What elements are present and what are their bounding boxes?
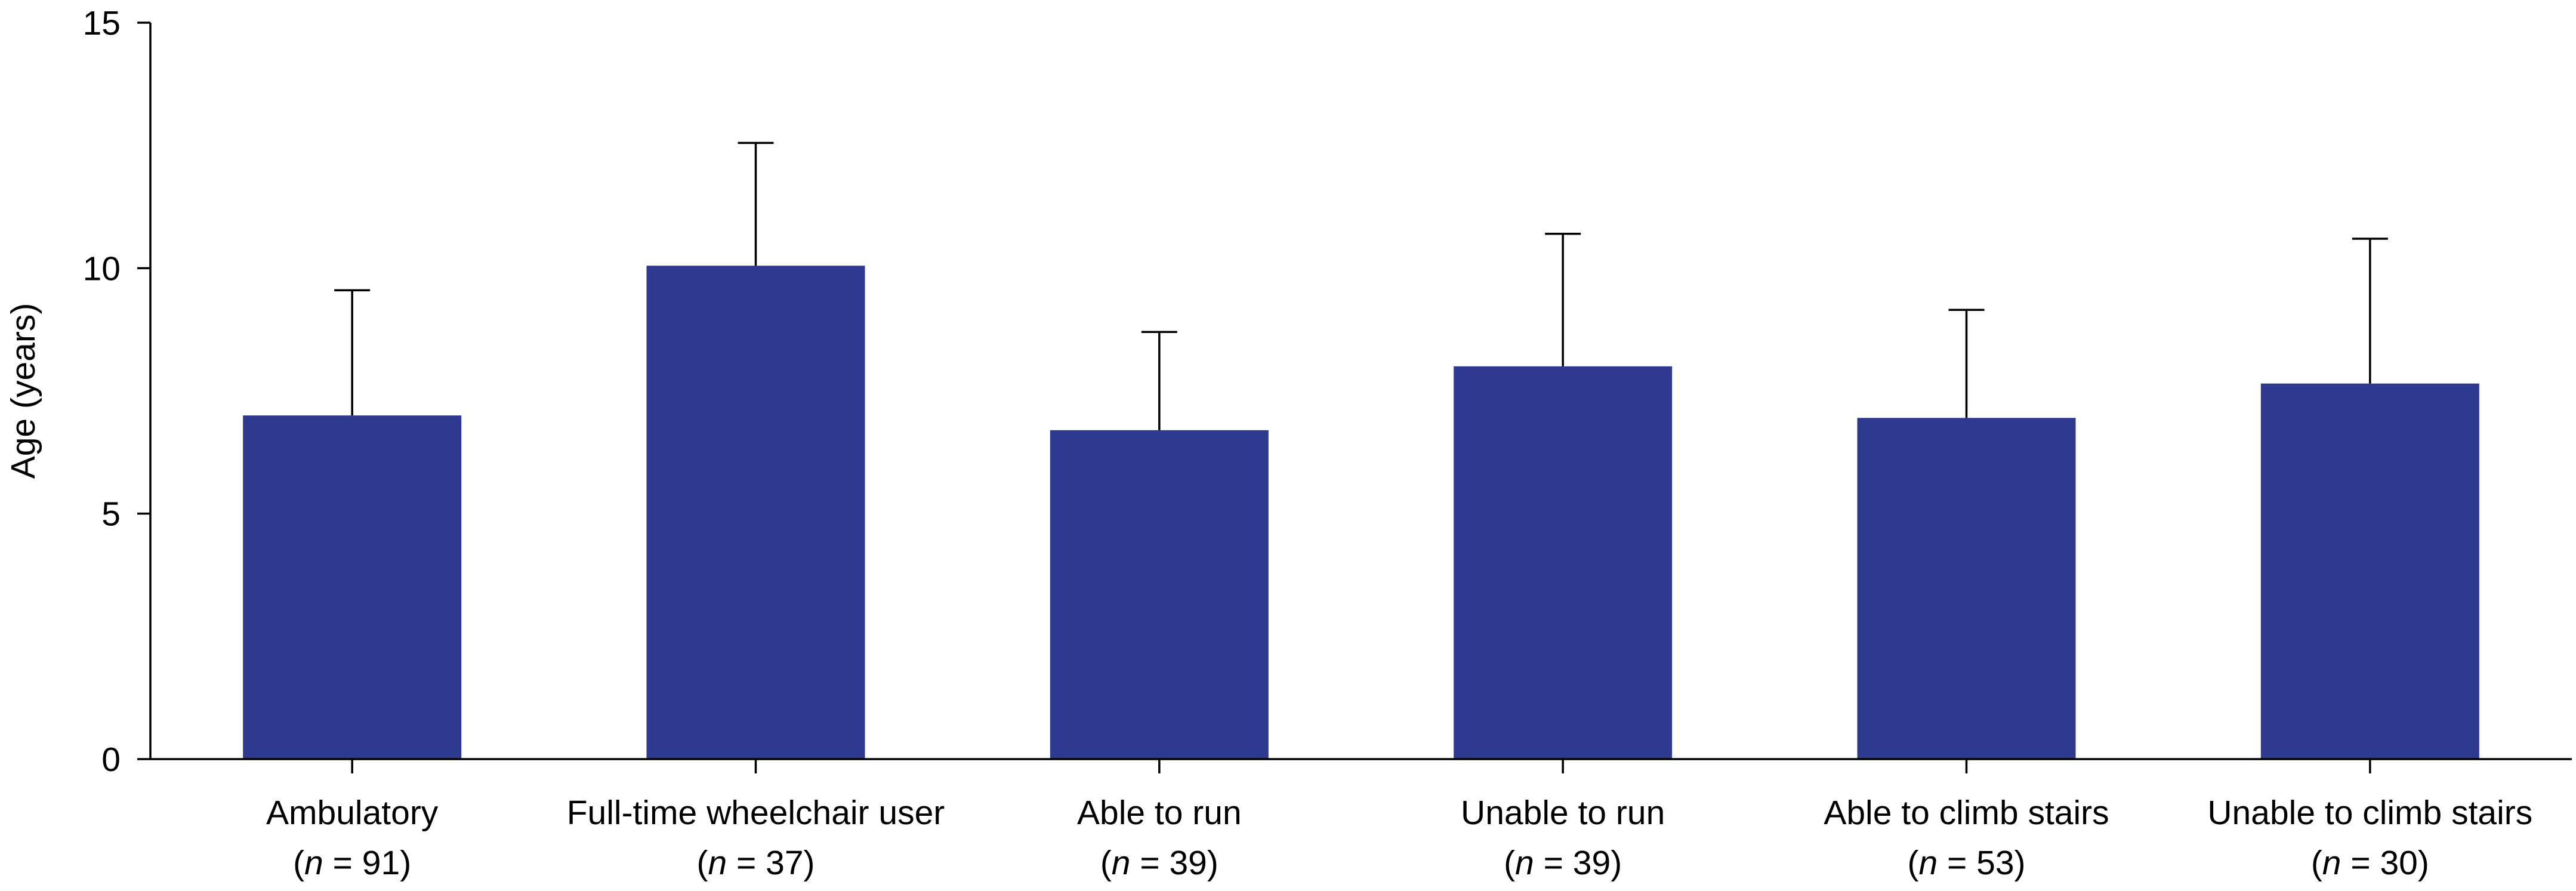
y-tick-label: 5 <box>101 495 121 534</box>
x-labels-group: Ambulatory (n = 91) Full-time wheelchair u… <box>266 759 2532 882</box>
y-tick-label: 15 <box>83 4 121 42</box>
x-category-label: Unable to run <box>1461 794 1665 832</box>
y-tick-label: 10 <box>83 249 121 288</box>
x-category-label: Unable to climb stairs <box>2207 794 2532 832</box>
bars-group <box>243 266 2479 760</box>
x-n-label: (n = 91) <box>293 844 411 882</box>
bar <box>646 266 865 760</box>
x-n-label: (n = 53) <box>1907 844 2025 882</box>
x-n-label: (n = 30) <box>2311 844 2429 882</box>
x-category-label: Full-time wheelchair user <box>567 794 945 832</box>
y-tick-label: 0 <box>101 741 121 779</box>
bar <box>1857 418 2076 759</box>
x-category-label: Able to run <box>1077 794 1242 832</box>
x-category-label: Able to climb stairs <box>1824 794 2109 832</box>
axes-group <box>149 23 2572 760</box>
error-bars-group <box>334 141 2388 430</box>
y-ticks-group: 0 5 10 15 <box>83 4 150 779</box>
bar <box>2260 383 2479 759</box>
bar <box>243 415 462 759</box>
bar <box>1454 366 1673 759</box>
bar <box>1050 430 1269 759</box>
x-category-label: Ambulatory <box>266 794 439 832</box>
x-n-label: (n = 39) <box>1100 844 1218 882</box>
x-n-label: (n = 37) <box>696 844 815 882</box>
y-axis-title: Age (years) <box>4 303 42 479</box>
x-n-label: (n = 39) <box>1504 844 1622 882</box>
